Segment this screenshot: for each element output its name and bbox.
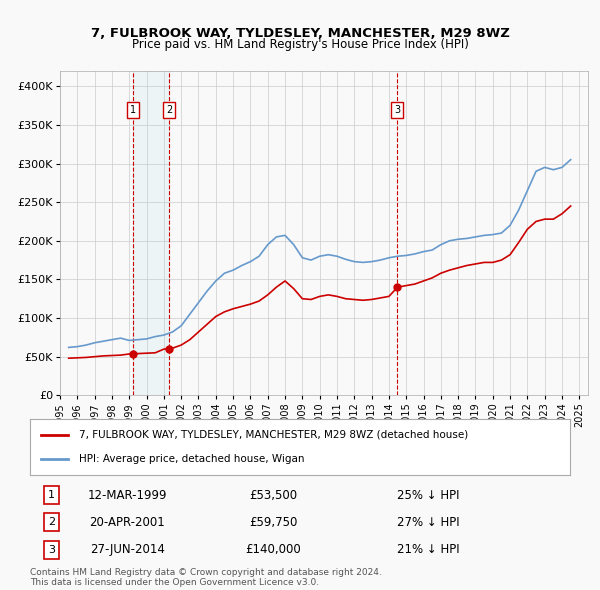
Text: 20-APR-2001: 20-APR-2001 (89, 516, 165, 529)
Text: 21% ↓ HPI: 21% ↓ HPI (397, 543, 460, 556)
Text: £53,500: £53,500 (249, 489, 297, 502)
Text: 12-MAR-1999: 12-MAR-1999 (88, 489, 167, 502)
Text: £59,750: £59,750 (249, 516, 297, 529)
Bar (133, 71, 169, 395)
Text: 7, FULBROOK WAY, TYLDESLEY, MANCHESTER, M29 8WZ (detached house): 7, FULBROOK WAY, TYLDESLEY, MANCHESTER, … (79, 430, 468, 440)
Text: 2: 2 (166, 105, 172, 114)
Text: 1: 1 (130, 105, 136, 114)
Text: Price paid vs. HM Land Registry's House Price Index (HPI): Price paid vs. HM Land Registry's House … (131, 38, 469, 51)
Text: £140,000: £140,000 (245, 543, 301, 556)
Text: 27% ↓ HPI: 27% ↓ HPI (397, 516, 460, 529)
Text: 27-JUN-2014: 27-JUN-2014 (90, 543, 164, 556)
Text: 2: 2 (48, 517, 55, 527)
Text: 25% ↓ HPI: 25% ↓ HPI (397, 489, 460, 502)
Text: HPI: Average price, detached house, Wigan: HPI: Average price, detached house, Wiga… (79, 454, 304, 464)
Text: 3: 3 (394, 105, 400, 114)
Text: 3: 3 (48, 545, 55, 555)
Text: 1: 1 (48, 490, 55, 500)
Text: 7, FULBROOK WAY, TYLDESLEY, MANCHESTER, M29 8WZ: 7, FULBROOK WAY, TYLDESLEY, MANCHESTER, … (91, 27, 509, 40)
Text: Contains HM Land Registry data © Crown copyright and database right 2024.
This d: Contains HM Land Registry data © Crown c… (30, 568, 382, 587)
